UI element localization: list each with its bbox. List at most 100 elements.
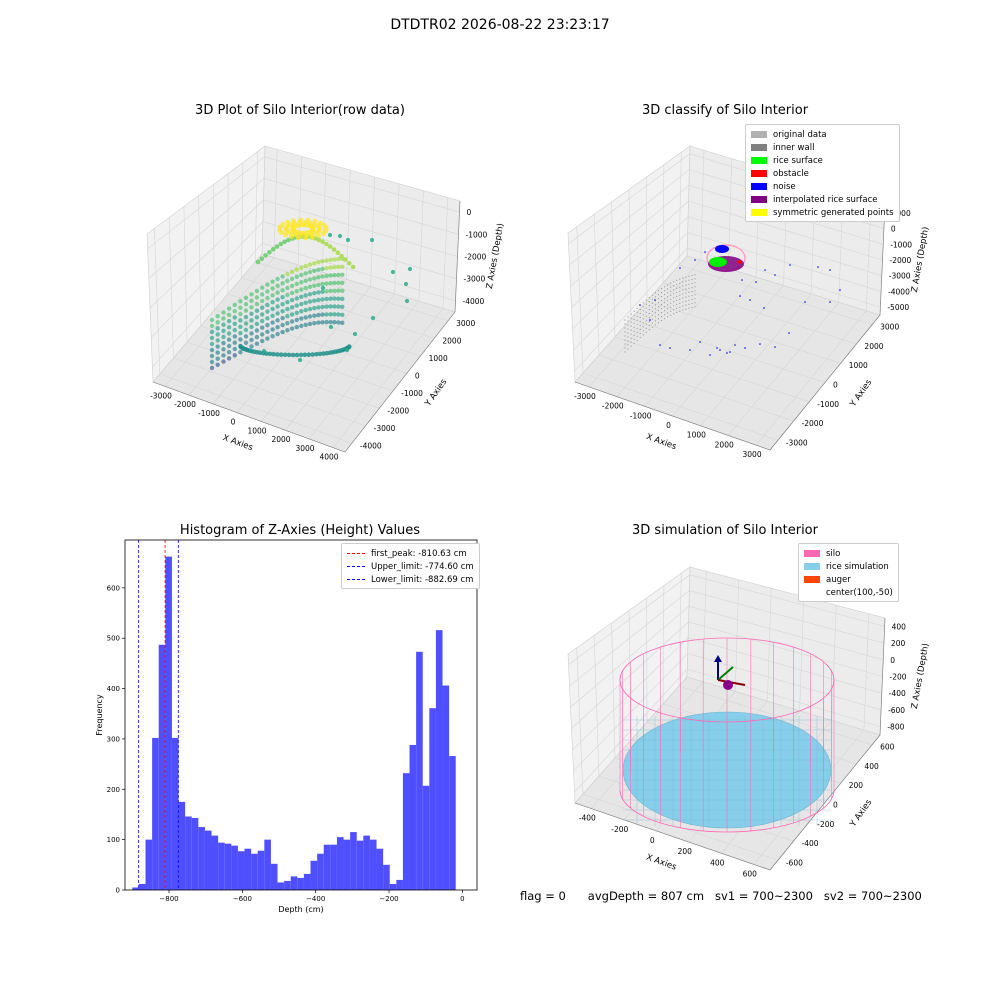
data-point [232, 334, 237, 339]
data-point [294, 317, 299, 323]
data-point [317, 225, 322, 231]
gridline [572, 216, 882, 330]
y-tick-label: 0 [116, 887, 120, 895]
data-point [669, 347, 671, 349]
data-point [260, 332, 265, 337]
gridline [570, 605, 884, 708]
legend-label: original data [773, 129, 827, 140]
data-point [664, 294, 666, 296]
data-point [660, 304, 663, 306]
data-point [294, 274, 299, 279]
data-point [774, 346, 776, 348]
y-tick-label: -1000 [401, 389, 423, 398]
data-point [645, 331, 647, 333]
data-point [328, 288, 333, 294]
data-point [624, 319, 626, 321]
data-point [255, 259, 261, 265]
data-point [243, 321, 249, 326]
histogram-bar [323, 844, 331, 890]
data-point [332, 272, 337, 278]
histogram-bar [317, 853, 324, 890]
x-tick-label: 0 [460, 895, 464, 903]
data-point [316, 267, 321, 272]
legend-swatch [751, 157, 767, 164]
data-point [280, 274, 285, 279]
data-point [685, 288, 687, 290]
data-point [691, 306, 693, 309]
data-point [636, 339, 638, 341]
y-tick-label: 200 [849, 781, 864, 790]
data-point [627, 320, 629, 322]
data-point [673, 281, 675, 283]
data-point [648, 321, 650, 323]
data-point [249, 337, 254, 343]
gridline [628, 189, 826, 383]
data-point [682, 289, 684, 291]
data-point [636, 319, 638, 321]
x-tick-label: -1000 [198, 409, 220, 418]
gridline [574, 247, 881, 372]
y-tick-label: 3000 [456, 319, 475, 328]
data-point [685, 284, 687, 286]
data-point [694, 306, 696, 308]
data-point [312, 306, 317, 311]
data-point [630, 329, 632, 331]
data-point [673, 313, 675, 315]
data-point [694, 286, 696, 288]
gridline [308, 190, 424, 440]
data-point [226, 337, 232, 342]
data-point [336, 280, 341, 285]
data-point [627, 328, 629, 330]
data-point [270, 247, 276, 252]
x-tick-label: -400 [579, 814, 596, 823]
data-point [312, 313, 317, 318]
data-point [294, 310, 299, 315]
data-point [332, 312, 337, 317]
panel-title-classify: 3D classify of Silo Interior [641, 103, 809, 118]
data-point [282, 239, 287, 245]
data-point [215, 356, 220, 361]
data-point [316, 297, 321, 303]
legend-entry: inner wall [751, 141, 894, 154]
data-point [328, 324, 334, 330]
data-point [339, 253, 344, 259]
z-axis-label: Z Axies (Depth) [910, 226, 931, 293]
panel-title-histogram: Histogram of Z-Axies (Height) Values [179, 523, 421, 538]
data-point [660, 320, 663, 322]
data-point [328, 319, 333, 325]
data-point [407, 266, 413, 272]
data-point [688, 287, 690, 289]
data-point [651, 318, 654, 320]
data-point [694, 298, 696, 300]
data-point [299, 265, 304, 270]
data-point [691, 290, 693, 293]
legend-swatch [751, 196, 767, 203]
data-point [648, 309, 650, 311]
data-point [645, 311, 647, 313]
data-point [265, 282, 270, 287]
data-point [694, 259, 696, 261]
data-point [682, 285, 684, 287]
legend-entry: rice simulation [804, 560, 893, 573]
data-point [254, 308, 260, 313]
data-point [627, 340, 629, 342]
gridline [576, 226, 778, 441]
gridline [678, 573, 873, 745]
legend-label: rice surface [773, 155, 823, 166]
data-point [734, 344, 736, 346]
gridline [198, 195, 394, 392]
gridline [588, 150, 705, 388]
legend-entry: auger [804, 573, 893, 586]
data-point [290, 352, 296, 358]
data-point [627, 324, 629, 326]
x-tick-label: -200 [611, 825, 628, 834]
x-axis-label: Depth (cm) [278, 905, 323, 914]
histogram-bar [158, 644, 166, 890]
data-point [667, 288, 669, 290]
data-point [648, 317, 650, 319]
data-point [688, 291, 690, 293]
histogram-bar [244, 848, 252, 890]
data-point [670, 302, 672, 304]
data-point [294, 296, 299, 301]
data-point [642, 318, 644, 320]
